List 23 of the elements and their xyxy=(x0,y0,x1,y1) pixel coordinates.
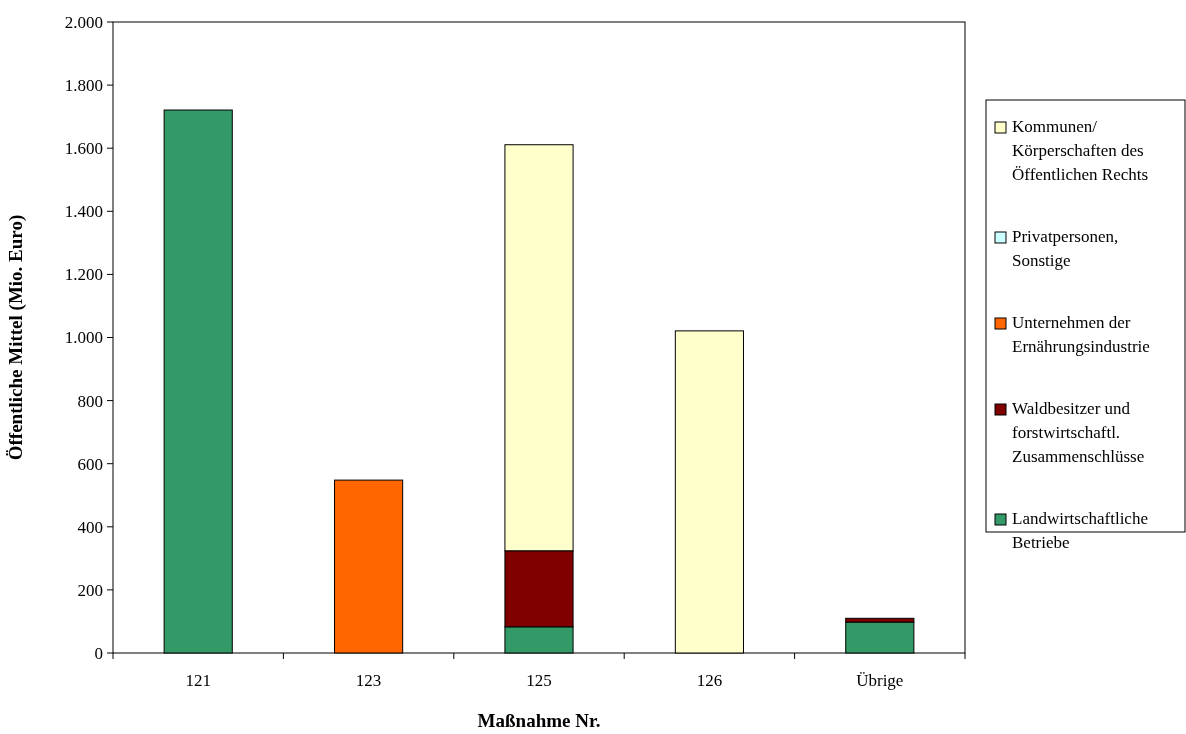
legend-label: Privatpersonen, Sonstige xyxy=(1012,227,1119,270)
x-axis-title: Maßnahme Nr. xyxy=(477,710,601,731)
x-tick-label: 125 xyxy=(526,671,552,690)
y-tick-label: 800 xyxy=(77,391,103,411)
x-tick-label: Übrige xyxy=(856,671,904,690)
legend-label: Landwirtschaftliche Betriebe xyxy=(1012,509,1148,552)
y-axis-title: Öffentliche Mittel (Mio. Euro) xyxy=(5,214,27,461)
y-tick-label: 1.600 xyxy=(64,139,103,159)
y-tick-label: 1.200 xyxy=(64,265,103,285)
y-tick-label: 2.000 xyxy=(64,12,103,32)
y-tick-label: 200 xyxy=(77,580,103,600)
x-tick-label: 121 xyxy=(185,671,211,690)
x-tick-label: 126 xyxy=(696,671,723,690)
y-tick-label: 400 xyxy=(77,517,103,537)
y-tick-label: 1.400 xyxy=(64,202,103,222)
y-tick-label: 0 xyxy=(94,643,103,663)
legend-label: Unternehmen der Ernährungsindustrie xyxy=(1012,313,1150,356)
x-tick-label: 123 xyxy=(355,671,382,690)
y-tick-label: 1.000 xyxy=(64,328,103,348)
legend-label: Kommunen/ Körperschaften des Öffentlichen Rechts xyxy=(1012,117,1149,184)
y-tick-label: 1.800 xyxy=(64,76,103,96)
legend-label: Waldbesitzer und forstwirtschaftl. Zusammenschlüsse xyxy=(1012,399,1145,466)
y-tick-label: 600 xyxy=(77,454,103,474)
